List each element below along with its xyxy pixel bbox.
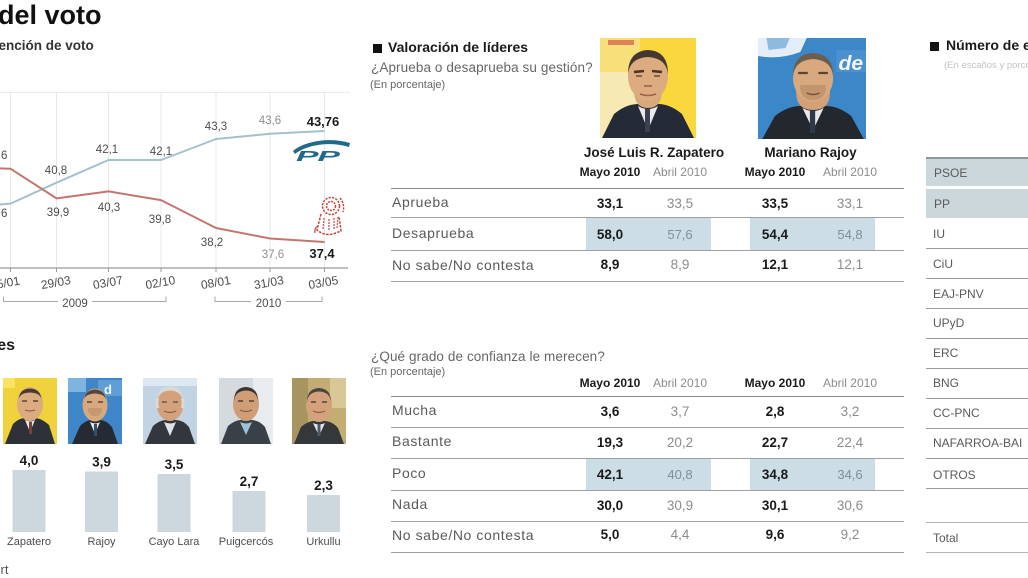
svg-text:42,1: 42,1 <box>150 146 172 158</box>
svg-text:29/03: 29/03 <box>40 273 72 292</box>
svg-text:43,3: 43,3 <box>205 121 227 133</box>
svg-text:Cayo Lara: Cayo Lara <box>149 536 201 548</box>
svg-text:5/01: 5/01 <box>0 274 21 292</box>
svg-text:03/05: 03/05 <box>307 273 339 292</box>
svg-text:2010: 2010 <box>256 298 282 310</box>
svg-text:39,9: 39,9 <box>47 207 69 219</box>
svg-text:3,5: 3,5 <box>165 457 184 472</box>
svg-text:Zapatero: Zapatero <box>7 536 51 548</box>
svg-text:4,0: 4,0 <box>20 453 39 468</box>
svg-text:43,76: 43,76 <box>307 114 340 129</box>
svg-text:2,7: 2,7 <box>240 474 259 489</box>
svg-text:Puigcercós: Puigcercós <box>219 536 274 548</box>
svg-text:37,6: 37,6 <box>262 249 284 261</box>
svg-text:Urkullu: Urkullu <box>306 536 340 548</box>
svg-text:PP: PP <box>296 147 341 164</box>
svg-text:40,8: 40,8 <box>45 165 67 177</box>
svg-text:40,3: 40,3 <box>98 202 120 214</box>
svg-text:02/10: 02/10 <box>144 273 176 292</box>
svg-text:2,3: 2,3 <box>314 478 333 493</box>
svg-text:2009: 2009 <box>62 298 88 310</box>
svg-text:37,4: 37,4 <box>309 246 335 261</box>
svg-text:39,8: 39,8 <box>149 214 171 226</box>
svg-text:rt: rt <box>1 562 9 577</box>
svg-text:Rajoy: Rajoy <box>87 536 116 548</box>
svg-text:08/01: 08/01 <box>200 273 232 292</box>
svg-text:42,1: 42,1 <box>96 144 118 156</box>
svg-text:d: d <box>104 382 112 397</box>
svg-text:39,6: 39,6 <box>0 208 7 220</box>
svg-text:31/03: 31/03 <box>253 273 285 292</box>
svg-text:41,6: 41,6 <box>0 150 7 162</box>
svg-text:38,2: 38,2 <box>201 237 223 249</box>
svg-text:3,9: 3,9 <box>92 455 111 470</box>
svg-text:de: de <box>838 53 863 75</box>
svg-text:03/07: 03/07 <box>92 273 124 292</box>
svg-text:43,6: 43,6 <box>259 115 281 127</box>
